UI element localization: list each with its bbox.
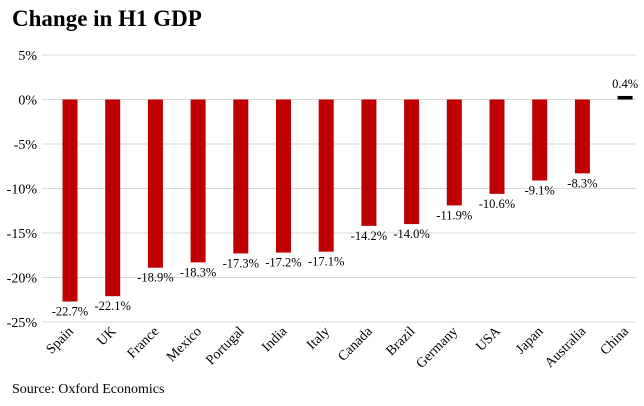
category-label: Portugal	[203, 324, 247, 368]
category-label: Italy	[304, 324, 333, 353]
category-label: Spain	[44, 324, 77, 357]
data-label: 0.4%	[612, 77, 638, 91]
bar	[361, 99, 377, 226]
data-labels: -22.7% -22.1% -18.9% -18.3% -17.3% -17.2% -17.…	[52, 77, 638, 319]
y-tick-label: -10%	[7, 183, 38, 198]
bar	[62, 99, 78, 302]
y-tick-label: -15%	[7, 227, 38, 242]
category-label: UK	[95, 324, 120, 349]
y-tick-label: -25%	[7, 316, 38, 331]
bar	[617, 95, 633, 100]
bar	[532, 99, 548, 181]
data-label: -18.3%	[180, 265, 216, 279]
data-label: -11.9%	[436, 208, 472, 222]
bar	[404, 99, 420, 225]
category-label: China	[598, 324, 633, 359]
bar	[233, 99, 249, 254]
bar	[318, 99, 334, 252]
data-label: -17.1%	[308, 255, 344, 269]
category-label: India	[259, 324, 291, 356]
bar	[276, 99, 291, 253]
data-label: -8.3%	[567, 176, 597, 190]
y-axis-ticks: 5% 0% -5% -10% -15% -20% -25%	[7, 49, 38, 331]
bar	[574, 99, 590, 174]
bar	[489, 99, 505, 194]
category-label: Mexico	[164, 324, 205, 365]
category-label: USA	[473, 324, 504, 355]
data-label: -14.2%	[351, 229, 387, 243]
data-label: -17.2%	[265, 256, 301, 270]
bar	[190, 99, 206, 263]
bar	[446, 99, 462, 206]
y-tick-label: -5%	[14, 138, 38, 153]
bars	[62, 95, 633, 302]
bar	[147, 99, 163, 268]
data-label: -9.1%	[525, 183, 555, 197]
data-label: -14.0%	[393, 227, 429, 241]
data-label: -18.9%	[137, 271, 173, 285]
category-label: Japan	[513, 324, 546, 357]
data-label: -22.7%	[52, 305, 88, 319]
chart-source: Source: Oxford Economics	[12, 382, 165, 397]
bar	[105, 99, 121, 297]
y-tick-label: -20%	[7, 272, 38, 287]
y-tick-label: 0%	[18, 94, 37, 109]
y-tick-label: 5%	[18, 49, 37, 64]
category-label: Germany	[414, 324, 461, 371]
data-label: -10.6%	[479, 197, 515, 211]
category-label: Australia	[542, 324, 589, 371]
category-label: France	[125, 324, 163, 362]
data-label: -17.3%	[223, 256, 259, 270]
chart-title: Change in H1 GDP	[12, 6, 202, 31]
grid-lines	[42, 54, 636, 323]
category-label: Brazil	[384, 324, 419, 359]
data-label: -22.1%	[94, 299, 130, 313]
category-label: Canada	[335, 324, 376, 365]
